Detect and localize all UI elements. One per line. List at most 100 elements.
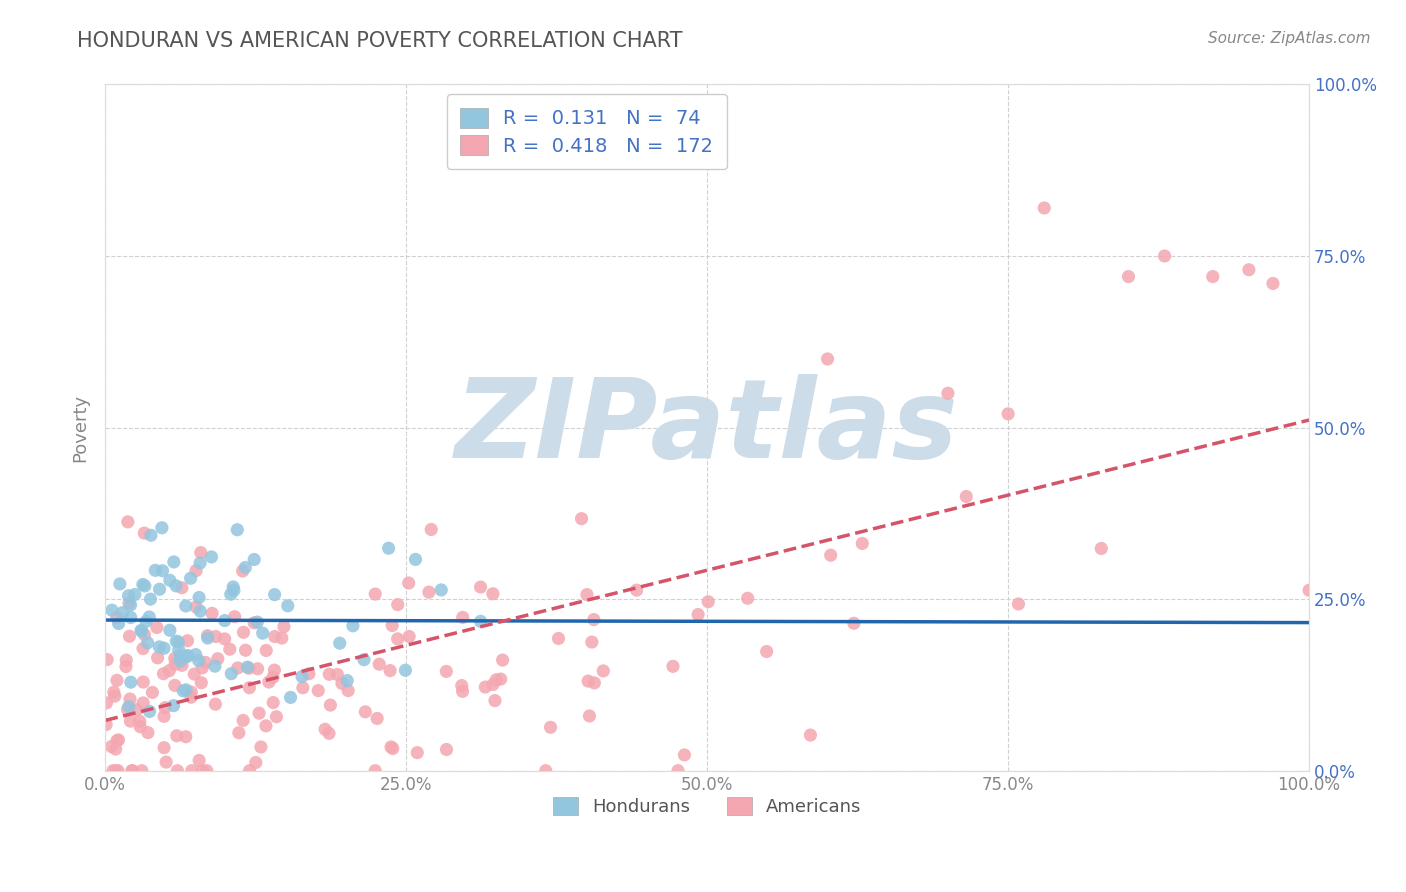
Point: [406, 746, 429, 760]
Point: [141, 685, 163, 699]
Point: [307, 683, 329, 698]
Point: [626, 583, 648, 598]
Point: [582, 613, 605, 627]
Point: [489, 672, 512, 686]
Point: [319, 698, 342, 712]
Point: [1261, 277, 1284, 291]
Point: [165, 579, 187, 593]
Point: [165, 634, 187, 648]
Point: [204, 659, 226, 673]
Point: [103, 685, 125, 699]
Point: [936, 386, 959, 401]
Point: [1202, 269, 1225, 284]
Point: [470, 615, 492, 629]
Point: [817, 351, 839, 366]
Point: [233, 560, 256, 574]
Point: [246, 662, 269, 676]
Point: [207, 652, 229, 666]
Point: [121, 764, 143, 778]
Point: [318, 667, 340, 681]
Point: [291, 681, 314, 695]
Text: Source: ZipAtlas.com: Source: ZipAtlas.com: [1208, 31, 1371, 46]
Point: [799, 728, 821, 742]
Point: [191, 764, 214, 778]
Point: [368, 657, 391, 672]
Point: [176, 633, 198, 648]
Point: [257, 675, 280, 690]
Point: [146, 650, 169, 665]
Point: [342, 619, 364, 633]
Point: [204, 630, 226, 644]
Point: [131, 764, 153, 778]
Text: ZIPatlas: ZIPatlas: [456, 374, 959, 481]
Point: [270, 631, 292, 645]
Point: [180, 571, 202, 585]
Point: [254, 719, 277, 733]
Point: [398, 576, 420, 591]
Point: [125, 703, 148, 717]
Point: [146, 620, 169, 634]
Point: [148, 640, 170, 654]
Point: [547, 632, 569, 646]
Point: [329, 636, 352, 650]
Point: [394, 663, 416, 677]
Point: [188, 556, 211, 570]
Point: [134, 579, 156, 593]
Point: [152, 564, 174, 578]
Point: [851, 536, 873, 550]
Point: [398, 630, 420, 644]
Point: [104, 764, 127, 778]
Point: [737, 591, 759, 606]
Point: [263, 663, 285, 677]
Point: [387, 598, 409, 612]
Point: [252, 626, 274, 640]
Point: [451, 684, 474, 698]
Point: [450, 679, 472, 693]
Point: [219, 666, 242, 681]
Point: [120, 598, 142, 612]
Point: [166, 764, 188, 778]
Point: [336, 673, 359, 688]
Point: [135, 615, 157, 629]
Point: [143, 563, 166, 577]
Point: [197, 629, 219, 643]
Point: [107, 733, 129, 747]
Point: [108, 577, 131, 591]
Point: [318, 726, 340, 740]
Point: [96, 652, 118, 666]
Point: [485, 673, 508, 687]
Point: [194, 656, 217, 670]
Point: [188, 604, 211, 618]
Point: [170, 581, 193, 595]
Point: [157, 664, 180, 678]
Point: [666, 764, 689, 778]
Point: [673, 747, 696, 762]
Point: [120, 714, 142, 728]
Point: [162, 698, 184, 713]
Point: [484, 693, 506, 707]
Point: [132, 675, 155, 690]
Point: [115, 653, 138, 667]
Point: [174, 599, 197, 613]
Point: [571, 511, 593, 525]
Point: [169, 654, 191, 668]
Point: [436, 742, 458, 756]
Point: [136, 636, 159, 650]
Point: [226, 523, 249, 537]
Point: [214, 614, 236, 628]
Point: [218, 642, 240, 657]
Point: [180, 764, 202, 778]
Point: [105, 733, 128, 747]
Point: [118, 692, 141, 706]
Point: [387, 632, 409, 646]
Point: [238, 661, 260, 675]
Point: [134, 628, 156, 642]
Point: [100, 739, 122, 754]
Point: [688, 607, 710, 622]
Point: [104, 689, 127, 703]
Point: [820, 548, 842, 562]
Point: [263, 630, 285, 644]
Point: [163, 555, 186, 569]
Point: [201, 607, 224, 621]
Point: [105, 610, 128, 624]
